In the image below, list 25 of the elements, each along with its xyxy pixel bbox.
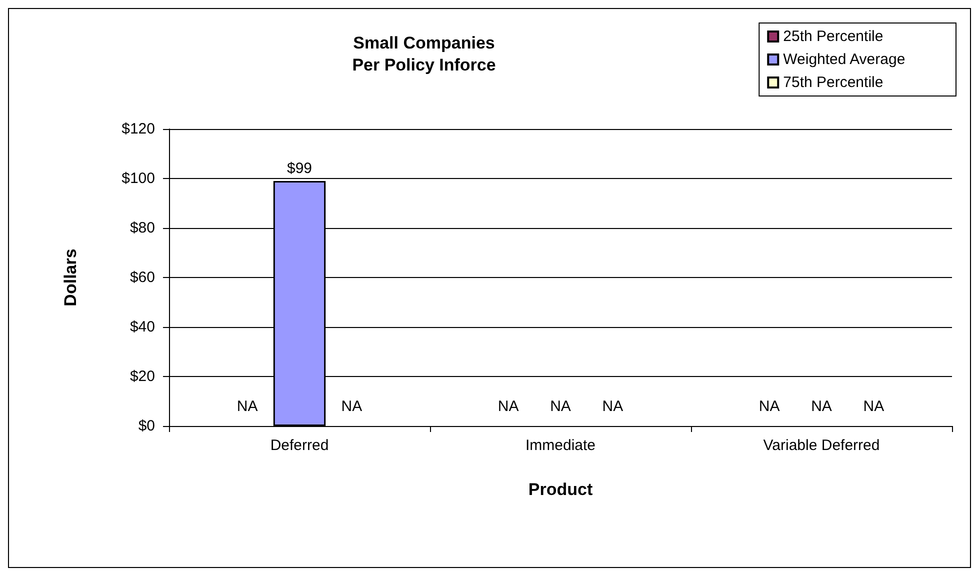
y-tick-label: $0	[138, 418, 155, 434]
text: NA	[236, 398, 258, 415]
x-axis-title: Product	[528, 480, 593, 499]
y-tick-label: $120	[122, 120, 155, 138]
x-tick-label: Variable Deferred	[763, 437, 880, 454]
y-tick-label: $20	[130, 368, 155, 385]
y-axis-title: Dollars	[61, 248, 80, 306]
text: NA	[863, 398, 884, 415]
y-tick-label: $40	[130, 318, 155, 336]
legend-label: 25th Percentile	[783, 28, 884, 45]
x-tick-label: Deferred	[270, 437, 329, 454]
x-tick-label: Immediate	[525, 437, 596, 454]
text: NA	[498, 398, 519, 415]
text: NA	[341, 398, 362, 415]
text: NA	[602, 398, 624, 415]
chart-title: Small Companies Per Policy Inforce	[352, 34, 496, 74]
text: NA	[550, 398, 571, 415]
y-tick-label: $100	[122, 170, 155, 187]
y-tick-label: $80	[130, 220, 155, 236]
legend-label: 75th Percentile	[783, 74, 884, 91]
legend-label: Weighted Average	[783, 51, 906, 68]
text: NA	[758, 398, 780, 415]
y-tick-label: $60	[130, 269, 155, 286]
data-label: $99	[286, 160, 312, 177]
text: NA	[811, 398, 832, 415]
